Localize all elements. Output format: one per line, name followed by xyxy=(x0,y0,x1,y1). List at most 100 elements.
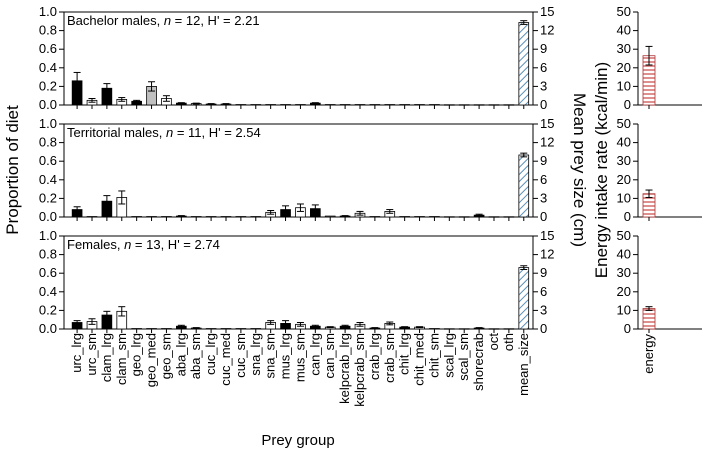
energy-y-tick-label: 30 xyxy=(617,153,631,168)
panel-title-part: = 13, H' = 2.74 xyxy=(131,237,220,252)
right-y-tick-label: 12 xyxy=(540,247,554,262)
bar-geo_sm xyxy=(161,328,172,330)
energy-y-tick-label: 50 xyxy=(617,116,631,131)
left-y-tick-label: 0.6 xyxy=(39,153,57,168)
bar-sna_lrg xyxy=(250,328,262,330)
bar-chit_sm xyxy=(429,216,440,218)
panel-title-part: = 12, H' = 2.21 xyxy=(171,13,260,28)
energy-y-tick-label: 30 xyxy=(617,41,631,56)
x-tick-label-crab_lrg: crab_lrg xyxy=(367,333,382,380)
energy-y-tick-label: 50 xyxy=(617,228,631,243)
bar-geo_med xyxy=(146,216,157,218)
energy-y-tick-label: 40 xyxy=(617,23,631,38)
x-axis-title: Prey group xyxy=(261,432,334,449)
x-tick-label-chit_med: chit_med xyxy=(412,333,427,386)
left-y-tick-label: 0.4 xyxy=(39,284,57,299)
left-y-tick-label: 0.6 xyxy=(39,41,57,56)
energy-y-tick-label: 30 xyxy=(617,265,631,280)
energy-x-tick-label: energy xyxy=(641,334,656,374)
left-y-tick-label: 0.8 xyxy=(39,23,57,38)
x-tick-label-clam_lrg: clam_lrg xyxy=(99,333,114,382)
panel-title-part: n xyxy=(124,237,131,252)
right-y-tick-label: 6 xyxy=(540,172,547,187)
bar-crab_sm xyxy=(384,104,396,106)
panel-title-part: Territorial males, xyxy=(67,125,166,140)
panel-title-part: n xyxy=(164,13,171,28)
energy-y-tick-label: 10 xyxy=(617,302,631,317)
bar-chit_lrg xyxy=(399,104,410,106)
right-y-tick-label: 3 xyxy=(540,302,547,317)
left-y-tick-label: 0.8 xyxy=(39,247,57,262)
energy-y-tick-label: 40 xyxy=(617,247,631,262)
panel-2-title: Territorial males, n = 11, H' = 2.54 xyxy=(67,125,261,140)
energy-y-tick-label: 20 xyxy=(617,60,631,75)
panel-title-part: Females, xyxy=(67,237,124,252)
x-tick-label-geo_med: geo_med xyxy=(144,333,159,387)
bar-cuc_sm xyxy=(235,328,247,330)
x-tick-label-urc_lrg: urc_lrg xyxy=(69,333,84,373)
x-tick-label-clam_sm: clam_sm xyxy=(114,333,129,385)
energy-y-tick-label: 50 xyxy=(617,4,631,19)
x-tick-label-mus_lrg: mus_lrg xyxy=(278,333,293,379)
bar-geo_lrg xyxy=(131,216,142,218)
x-tick-label-oct: oct xyxy=(486,333,501,351)
right-y-tick-label: 15 xyxy=(540,116,554,131)
left-y-tick-label: 0.2 xyxy=(39,190,57,205)
bar-crab_lrg xyxy=(369,104,381,106)
left-y-tick-label: 0.4 xyxy=(39,60,57,75)
bar-chit_med xyxy=(414,104,425,106)
x-tick-label-can_sm: can_sm xyxy=(322,333,337,379)
x-tick-label-sna_lrg: sna_lrg xyxy=(248,333,263,376)
right-y-tick-label: 0 xyxy=(540,209,547,224)
bar-sna_lrg xyxy=(250,216,262,218)
energy-y-tick-label: 20 xyxy=(617,172,631,187)
right-y-tick-label: 12 xyxy=(540,135,554,150)
bar-geo_med xyxy=(146,328,157,330)
x-tick-label-cuc_lrg: cuc_lrg xyxy=(203,333,218,375)
left-y-tick-label: 0.2 xyxy=(39,302,57,317)
bar-aba_sm xyxy=(190,216,202,218)
x-tick-label-chit_sm: chit_sm xyxy=(426,333,441,378)
right-y-tick-label: 6 xyxy=(540,284,547,299)
bar-mus_sm xyxy=(295,104,306,106)
left-y-tick-label: 0.2 xyxy=(39,78,57,93)
energy-y-tick-label: 10 xyxy=(617,78,631,93)
x-tick-label-crab_sm: crab_sm xyxy=(382,333,397,383)
x-tick-label-geo_sm: geo_sm xyxy=(158,333,173,379)
right-y-tick-label: 12 xyxy=(540,23,554,38)
x-tick-label-scal_lrg: scal_lrg xyxy=(441,333,456,378)
left-y-tick-label: 1.0 xyxy=(39,116,57,131)
right-y-tick-label: 15 xyxy=(540,4,554,19)
x-tick-label-aba_sm: aba_sm xyxy=(188,333,203,379)
bar-sna_sm xyxy=(265,104,276,106)
panel-title-part: = 11, H' = 2.54 xyxy=(173,125,261,140)
x-tick-label-cuc_med: cuc_med xyxy=(218,333,233,386)
x-tick-label-aba_lrg: aba_lrg xyxy=(173,333,188,376)
x-tick-label-chit_lrg: chit_lrg xyxy=(397,333,412,375)
bar-cuc_lrg xyxy=(205,216,217,218)
y-axis-title-left: Proportion of diet xyxy=(3,105,22,235)
energy-y-tick-label: 20 xyxy=(617,284,631,299)
bar-mean_size xyxy=(518,154,530,218)
x-tick-label-kelpcrab_sm: kelpcrab_sm xyxy=(352,333,367,407)
bar-mean_size xyxy=(518,267,530,330)
bar-mus_lrg xyxy=(280,104,291,106)
left-y-tick-label: 1.0 xyxy=(39,228,57,243)
right-y-tick-label: 3 xyxy=(540,78,547,93)
bar-kelpcrab_lrg xyxy=(339,104,351,106)
x-tick-label-cuc_sm: cuc_sm xyxy=(233,333,248,378)
bar-can_sm xyxy=(324,215,336,218)
left-y-tick-label: 0.0 xyxy=(39,97,57,112)
bar-chit_med xyxy=(414,216,425,218)
right-y-tick-label: 15 xyxy=(540,228,554,243)
x-tick-label-mean_size: mean_size xyxy=(516,333,531,396)
x-tick-label-can_lrg: can_lrg xyxy=(307,333,322,376)
bar-cuc_lrg xyxy=(205,328,217,330)
bar-cuc_med xyxy=(220,328,232,330)
main-chart-layer: 0.0 0.2 0.4 0.6 0.8 1.0 0 3 6 9 12 15 Bachelor males… xyxy=(3,4,702,449)
left-y-tick-label: 0.8 xyxy=(39,135,57,150)
panel-title-part: n xyxy=(166,125,173,140)
x-tick-label-shorecrab: shorecrab xyxy=(471,333,486,391)
energy-y-tick-label: 40 xyxy=(617,135,631,150)
bar-chit_sm xyxy=(429,104,440,106)
